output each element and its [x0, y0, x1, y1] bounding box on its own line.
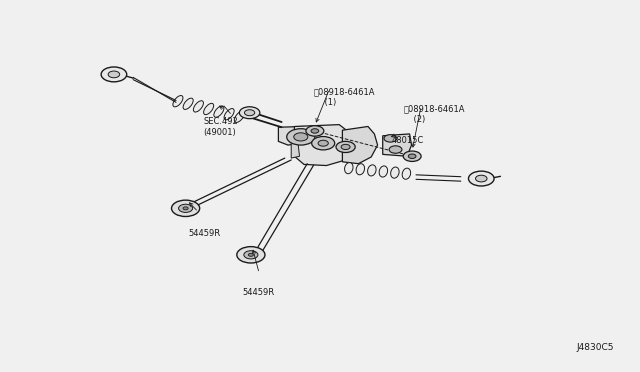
- Ellipse shape: [367, 165, 376, 176]
- Text: 54459R: 54459R: [242, 288, 274, 297]
- Circle shape: [384, 135, 397, 142]
- Circle shape: [183, 207, 188, 210]
- Text: J4830C5: J4830C5: [577, 343, 614, 352]
- Circle shape: [408, 154, 416, 158]
- Text: 54459R: 54459R: [189, 229, 221, 238]
- Circle shape: [248, 253, 253, 256]
- Ellipse shape: [344, 163, 353, 174]
- Text: ⓝ08918-6461A
    (2): ⓝ08918-6461A (2): [403, 104, 465, 124]
- Circle shape: [341, 144, 350, 150]
- Polygon shape: [383, 134, 412, 156]
- Ellipse shape: [193, 101, 204, 112]
- Circle shape: [239, 107, 260, 119]
- Polygon shape: [291, 140, 300, 158]
- Circle shape: [318, 140, 328, 146]
- Circle shape: [476, 175, 487, 182]
- Circle shape: [287, 129, 315, 145]
- Ellipse shape: [356, 164, 365, 175]
- Ellipse shape: [214, 106, 224, 117]
- Circle shape: [294, 133, 308, 141]
- Ellipse shape: [183, 98, 193, 109]
- Text: ⓝ08918-6461A
    (1): ⓝ08918-6461A (1): [314, 87, 375, 107]
- Circle shape: [311, 129, 319, 133]
- Ellipse shape: [390, 167, 399, 178]
- Circle shape: [237, 247, 265, 263]
- Polygon shape: [342, 126, 378, 164]
- Circle shape: [306, 126, 324, 136]
- Ellipse shape: [173, 96, 183, 107]
- Circle shape: [336, 141, 355, 153]
- Circle shape: [403, 151, 421, 161]
- Circle shape: [244, 110, 255, 116]
- Circle shape: [468, 171, 494, 186]
- Circle shape: [389, 146, 402, 153]
- Circle shape: [172, 200, 200, 217]
- Text: 48015C: 48015C: [392, 136, 424, 145]
- Ellipse shape: [204, 103, 214, 115]
- Circle shape: [244, 251, 258, 259]
- Ellipse shape: [234, 111, 244, 122]
- Ellipse shape: [224, 109, 234, 120]
- Ellipse shape: [402, 168, 411, 179]
- Text: SEC.492
(49001): SEC.492 (49001): [204, 117, 238, 137]
- Polygon shape: [278, 126, 307, 145]
- Polygon shape: [294, 125, 351, 166]
- Circle shape: [179, 204, 193, 212]
- Ellipse shape: [379, 166, 388, 177]
- Circle shape: [101, 67, 127, 82]
- Circle shape: [312, 137, 335, 150]
- Circle shape: [108, 71, 120, 78]
